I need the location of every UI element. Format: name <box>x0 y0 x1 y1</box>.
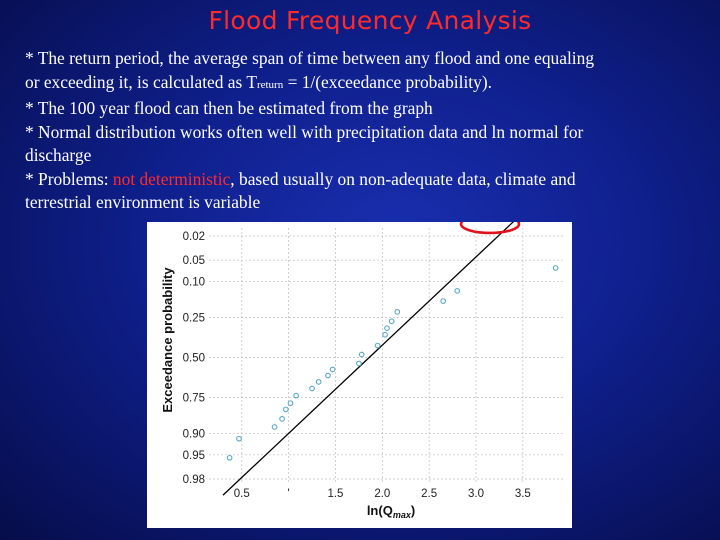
flood-frequency-chart: 0.02 0.05 0.10 0.25 0.50 0.75 0.90 0.95 0.98 0.5… <box>147 222 572 528</box>
chart-grid <box>209 228 565 483</box>
bullet-100-year-flood: * The 100 year flood can then be estimat… <box>25 98 433 118</box>
y-tick-label: 0.50 <box>183 353 205 365</box>
fit-line-group <box>222 222 515 496</box>
y-tick-label: 0.75 <box>183 392 205 404</box>
x-tick-label: 2.5 <box>421 488 437 500</box>
y-tick-label: 0.90 <box>183 428 205 440</box>
data-point <box>226 454 233 461</box>
data-point <box>382 331 388 338</box>
data-point <box>374 342 381 349</box>
data-point <box>236 435 242 442</box>
chart-svg: 0.02 0.05 0.10 0.25 0.50 0.75 0.90 0.95 0.98 0.5… <box>160 222 565 520</box>
data-point <box>454 288 461 294</box>
x-tick-label: 3.0 <box>468 488 484 500</box>
data-point <box>293 392 299 399</box>
data-point <box>309 385 315 392</box>
bullet-problems-post: , based usually on non-adequate data, cl… <box>230 168 576 189</box>
x-tick-labels: 0.5 ' 1.5 2.0 2.5 3.0 3.5 <box>234 488 531 500</box>
bullet-return-period-line2: or exceeding it, is calculated as Tretur… <box>25 71 705 98</box>
y-tick-labels: 0.02 0.05 0.10 0.25 0.50 0.75 0.90 0.95 0.98 <box>183 231 205 486</box>
bullet-problems-line2: terrestrial environment is variable <box>25 192 261 212</box>
y-tick-label: 0.10 <box>183 277 205 289</box>
bullet-distribution-line1: * Normal distribution works often well w… <box>25 121 584 142</box>
data-point <box>279 415 285 422</box>
slide-title: Flood Frequency Analysis <box>208 6 532 35</box>
data-point <box>271 424 278 430</box>
x-tick-label: 0.5 <box>234 488 250 500</box>
t-return-subscript: return <box>256 78 284 91</box>
y-tick-label: 0.05 <box>183 255 205 267</box>
data-point <box>358 351 365 358</box>
x-tick-label: 2.0 <box>374 488 390 500</box>
x-axis-label-main: ln(Q <box>367 503 393 518</box>
data-point <box>287 400 294 407</box>
data-point <box>440 298 447 304</box>
y-tick-label: 0.98 <box>183 474 205 486</box>
not-deterministic-highlight: not deterministic <box>112 168 231 189</box>
slide-body: * The return period, the average span of… <box>25 47 705 215</box>
bullet-problems-line1: * Problems: not deterministic, based usu… <box>25 168 705 192</box>
data-point <box>394 308 401 315</box>
data-point <box>552 265 559 271</box>
bullet-return-period-pre: or exceeding it, is calculated as T <box>25 71 257 92</box>
data-point <box>384 325 390 332</box>
data-point <box>325 372 331 379</box>
y-tick-label: 0.95 <box>183 450 205 462</box>
y-tick-label: 0.02 <box>183 231 205 243</box>
x-tick-label: 3.5 <box>515 488 531 500</box>
x-axis-label-close: ) <box>411 503 415 518</box>
annotation-ellipse <box>459 222 521 235</box>
data-point <box>388 318 395 325</box>
bullet-distribution-line2: discharge <box>25 145 92 165</box>
x-axis-label-sub: max <box>393 510 412 520</box>
y-axis-label: Exceedance probability <box>160 267 175 413</box>
bullet-problems-pre: * Problems: <box>25 168 113 189</box>
annotation-group <box>459 222 521 235</box>
data-point <box>356 360 362 367</box>
data-point <box>329 366 336 373</box>
data-point <box>282 406 289 413</box>
x-tick-label: 1.5 <box>327 488 343 500</box>
data-points <box>226 265 559 461</box>
bullet-return-period-line1: * The return period, the average span of… <box>25 48 595 68</box>
fit-line <box>222 222 515 496</box>
x-tick-label: ' <box>288 488 290 500</box>
bullet-return-period-post: = 1/(exceedance probability). <box>283 71 492 92</box>
data-point <box>315 379 322 385</box>
x-axis-label: ln(Qmax) <box>367 503 415 520</box>
y-tick-label: 0.25 <box>183 313 205 325</box>
